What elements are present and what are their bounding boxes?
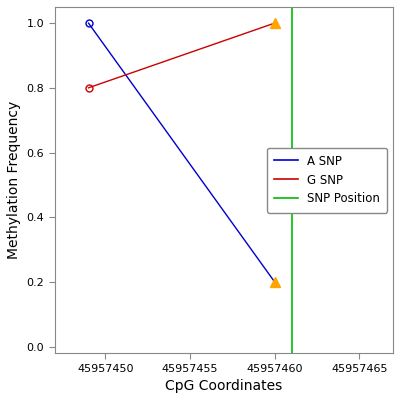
X-axis label: CpG Coordinates: CpG Coordinates xyxy=(165,379,282,393)
Y-axis label: Methylation Frequency: Methylation Frequency xyxy=(7,101,21,259)
Legend: A SNP, G SNP, SNP Position: A SNP, G SNP, SNP Position xyxy=(267,148,387,212)
